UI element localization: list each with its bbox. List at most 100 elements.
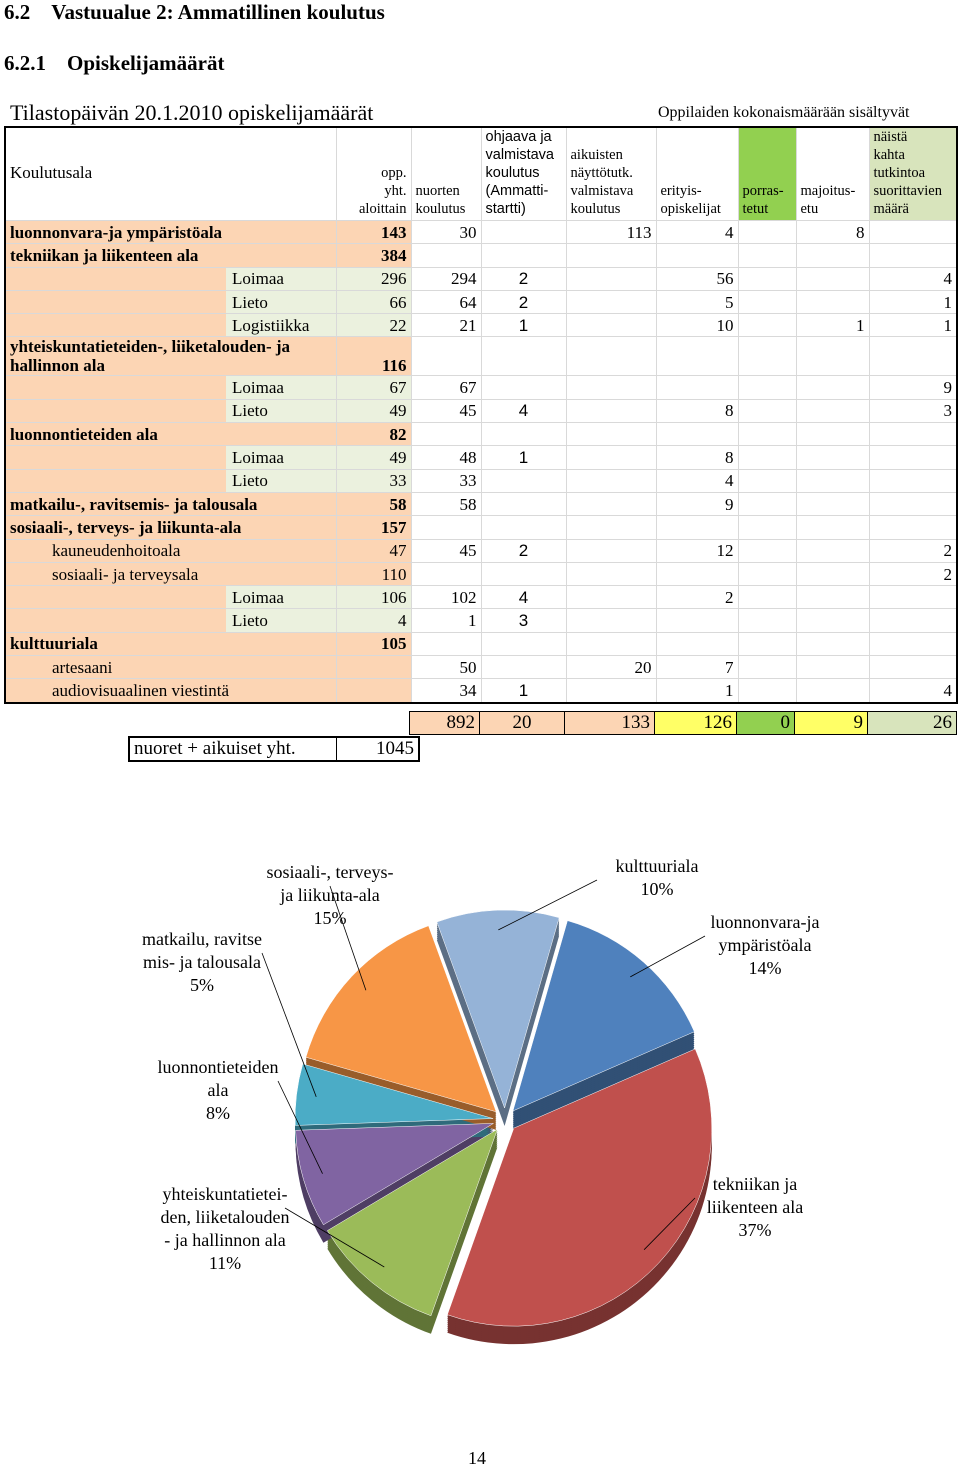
column-header: ohjaava ja valmistava koulutus (Ammatti-… (480, 126, 567, 221)
slice-label-line: kulttuuriala (616, 856, 699, 876)
table-cell (737, 398, 797, 424)
table-cell: 64 (410, 289, 482, 315)
table-cell: 7 (655, 655, 739, 680)
table-row: audiovisuaalinen viestintä 34 1 1 4 (4, 678, 958, 704)
leader-line (643, 1197, 696, 1250)
table-cell (737, 375, 797, 400)
section-heading: 6.2 Vastuualue 2: Ammatillinen koulutus (4, 0, 385, 24)
table-cell (565, 289, 657, 315)
column-header: porras- tetut (737, 126, 797, 221)
row-label: sosiaali- ja terveysala (4, 561, 337, 587)
table-cell: 5 (655, 289, 739, 315)
table-cell (410, 422, 482, 447)
table-cell: 113 (565, 219, 657, 245)
row-label: luonnontieteiden ala (4, 422, 337, 447)
row-label: Lieto (4, 468, 337, 493)
slice-label-line: matkailu, ravitse (142, 929, 262, 949)
table-cell (410, 515, 482, 540)
table-row: sosiaali- ja terveysala 110 2 (4, 561, 958, 587)
row-label: matkailu-, ravitsemis- ja talousala (4, 491, 337, 517)
table-cell (565, 468, 657, 493)
total-cell: 892 (409, 711, 480, 735)
column-header: näistä kahta tutkintoa suorittavien määr… (868, 126, 958, 221)
table-cell (795, 631, 870, 657)
table-cell: 4 (335, 608, 412, 633)
column-header: nuorten koulutus (410, 126, 482, 221)
leader-line (277, 1080, 323, 1174)
table-cell (795, 655, 870, 680)
table-cell (565, 585, 657, 610)
slice-label-line: ala (208, 1080, 229, 1100)
table-cell (737, 608, 797, 633)
table-cell: 384 (335, 243, 412, 268)
table-cell (795, 289, 870, 315)
table-cell: 1 (480, 678, 567, 704)
table-cell: 21 (410, 313, 482, 338)
slice-label: tekniikan ja liikenteen ala (707, 1174, 803, 1217)
table-cell (868, 655, 958, 680)
slice-label-line: sosiaali-, terveys- (267, 862, 394, 882)
table-cell: 296 (335, 266, 412, 291)
header-row: Koulutusala opp. yht. aloittain nuorten ko… (4, 126, 958, 221)
table-cell (795, 491, 870, 517)
table-cell: 9 (868, 375, 958, 400)
slice-label-line: - ja hallinnon ala (164, 1230, 285, 1250)
table-cell (737, 655, 797, 680)
table-cell (480, 468, 567, 493)
total-cell: 133 (564, 711, 655, 735)
table-cell (565, 561, 657, 587)
table-title: Tilastopäivän 20.1.2010 opiskelijamäärät (10, 100, 374, 125)
total-cell: 20 (479, 711, 565, 735)
table-cell (565, 538, 657, 563)
table-cell (737, 538, 797, 563)
total-cell: 9 (794, 711, 868, 735)
table-cell (737, 678, 797, 704)
slice-label-line: luonnonvara-ja (711, 912, 820, 932)
table-cell (868, 219, 958, 245)
table-cell: 9 (655, 491, 739, 517)
table-cell: 4 (655, 219, 739, 245)
table-row: kulttuuriala 105 (4, 631, 958, 657)
table-cell (868, 422, 958, 447)
table-cell (480, 491, 567, 517)
table-cell (868, 491, 958, 517)
table-row: Loimaa 49 48 1 8 (4, 445, 958, 470)
table-cell (565, 445, 657, 470)
table-cell (565, 243, 657, 268)
total-cell: 0 (736, 711, 795, 735)
slice-label-line: ympäristöala (719, 935, 812, 955)
table-cell: 2 (868, 538, 958, 563)
table-cell: 58 (410, 491, 482, 517)
row-label: Lieto (4, 398, 337, 424)
table-cell: 1 (655, 678, 739, 704)
table-cell: 4 (480, 585, 567, 610)
table-cell: 4 (655, 468, 739, 493)
column-header: aikuisten näyttötutk. valmistava koulutu… (565, 126, 657, 221)
table-cell: 1 (868, 289, 958, 315)
table-cell (480, 219, 567, 245)
table-row: Loimaa 67 67 9 (4, 375, 958, 400)
table-cell (737, 422, 797, 447)
table-cell (565, 398, 657, 424)
table-cell: 8 (655, 445, 739, 470)
table-cell: 2 (655, 585, 739, 610)
table-row: tekniikan ja liikenteen ala 384 (4, 243, 958, 268)
table-cell (565, 515, 657, 540)
table-cell (480, 375, 567, 400)
table-cell: 4 (480, 398, 567, 424)
table-cell (737, 515, 797, 540)
table-cell: 3 (868, 398, 958, 424)
table-cell (480, 561, 567, 587)
table-row: Lieto 49 45 4 8 3 (4, 398, 958, 424)
table-cell (565, 631, 657, 657)
table-cell: 8 (795, 219, 870, 245)
table-cell: 1 (410, 608, 482, 633)
row-label: kulttuuriala (4, 631, 337, 657)
table-cell (737, 468, 797, 493)
table-cell (737, 266, 797, 291)
row-label: kauneudenhoitoala (4, 538, 337, 563)
table-cell (868, 243, 958, 268)
total-cell: 126 (654, 711, 737, 735)
table-cell (795, 336, 870, 377)
slice-label-line: liikenteen ala (707, 1197, 803, 1217)
